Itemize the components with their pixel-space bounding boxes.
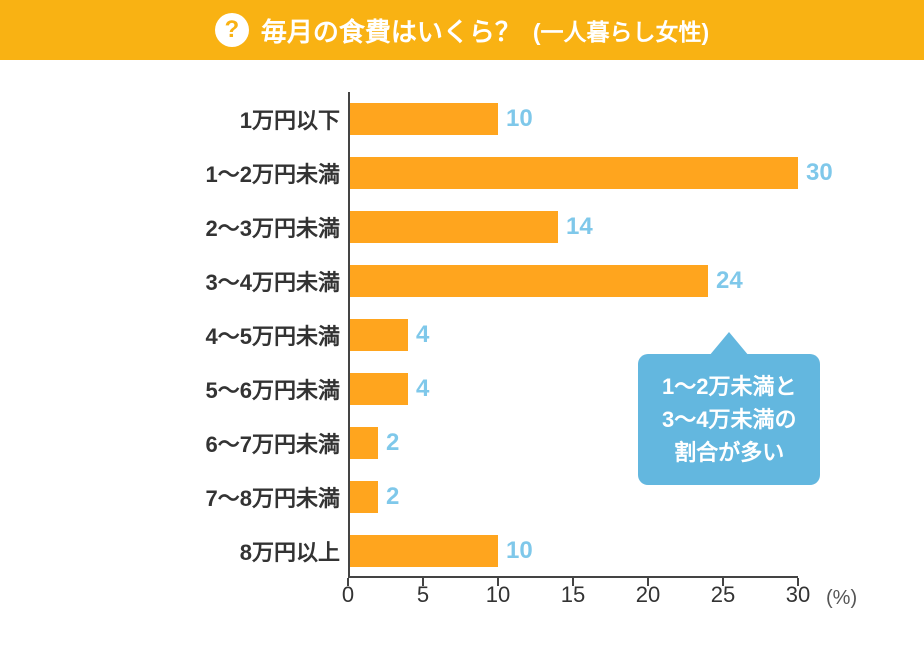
category-label: 5〜6万円未満 — [206, 373, 340, 405]
category-label: 2〜3万円未満 — [206, 211, 340, 243]
x-tick-label: 10 — [486, 582, 510, 608]
header-title-sub: (一人暮らし女性) — [533, 13, 709, 47]
chart-area: 1万円以下101〜2万円未満302〜3万円未満143〜4万円未満244〜5万円未… — [140, 92, 840, 632]
header-title-main: 毎月の食費はいくら？ — [261, 12, 521, 49]
category-label: 3〜4万円未満 — [206, 265, 340, 297]
category-label: 7〜8万円未満 — [206, 481, 340, 513]
chart-header: ? 毎月の食費はいくら？ (一人暮らし女性) — [0, 0, 924, 60]
bar — [350, 481, 378, 513]
bar — [350, 319, 408, 351]
category-label: 4〜5万円未満 — [206, 319, 340, 351]
bar — [350, 535, 498, 567]
callout-box: 1〜2万未満と 3〜4万未満の 割合が多い — [638, 354, 820, 485]
bar — [350, 265, 708, 297]
category-label: 6〜7万円未満 — [206, 427, 340, 459]
value-label: 4 — [416, 375, 429, 403]
category-label: 8万円以上 — [240, 535, 340, 567]
x-tick-label: 0 — [342, 582, 354, 608]
x-tick-label: 30 — [786, 582, 810, 608]
question-icon: ? — [215, 13, 249, 47]
value-label: 24 — [716, 267, 743, 295]
category-label: 1〜2万円未満 — [206, 157, 340, 189]
x-tick-label: 20 — [636, 582, 660, 608]
callout-line-1: 1〜2万未満と — [662, 370, 796, 403]
value-label: 30 — [806, 159, 833, 187]
value-label: 10 — [506, 105, 533, 133]
value-label: 2 — [386, 483, 399, 511]
category-label: 1万円以下 — [240, 103, 340, 135]
bar — [350, 211, 558, 243]
x-tick-label: 25 — [711, 582, 735, 608]
callout-line-2: 3〜4万未満の — [662, 403, 796, 436]
bar — [350, 157, 798, 189]
x-axis-unit: (%) — [826, 587, 857, 610]
value-label: 14 — [566, 213, 593, 241]
bar — [350, 103, 498, 135]
x-tick-label: 5 — [417, 582, 429, 608]
value-label: 2 — [386, 429, 399, 457]
value-label: 4 — [416, 321, 429, 349]
callout-line-3: 割合が多い — [662, 436, 796, 469]
callout-arrow-icon — [709, 332, 749, 356]
bar — [350, 427, 378, 459]
x-tick-label: 15 — [561, 582, 585, 608]
value-label: 10 — [506, 537, 533, 565]
bar — [350, 373, 408, 405]
